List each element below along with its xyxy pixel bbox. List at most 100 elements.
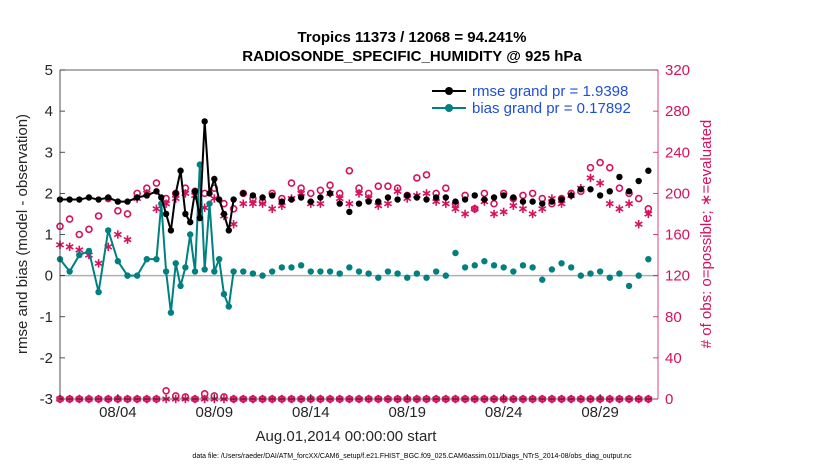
bias-point [471,262,478,269]
rmse-point [114,198,122,205]
bias-point [249,270,257,277]
obs-possible-point [644,204,653,213]
rmse-point [158,194,165,201]
bias-point [297,262,305,269]
rmse-point [95,196,102,203]
legend-rmse-marker [445,87,453,95]
bias-point [162,268,170,275]
obs-possible-point [200,390,209,398]
rmse-point [365,198,372,205]
obs-evaluated-point [65,242,74,252]
obs-evaluated-point [509,201,518,210]
bias-point [191,268,199,275]
obs-possible-point [374,182,383,190]
obs-possible-point [413,174,421,182]
bias-point [336,270,343,277]
obs-possible-point [297,184,305,193]
obs-possible-point [634,194,643,203]
bias-point [423,274,430,281]
rmse-point [625,188,633,195]
rmse-point [259,194,266,201]
bias-point [307,268,314,275]
rmse-point [461,196,469,203]
rmse-point [225,227,232,234]
rmse-point [278,198,286,205]
rmse-point [346,208,353,216]
y-ticks-left: -3 -2 -1 0 1 2 3 4 5 [40,62,65,408]
obs-evaluated-point [528,209,537,219]
bias-point [230,268,237,275]
y-tick-label-left: 3 [45,144,53,161]
rmse-point [317,194,324,201]
obs-possible-point [306,189,315,198]
bias-point [606,274,613,281]
obs-evaluated-point [441,199,450,208]
x-tick-label: 08/14 [292,404,330,421]
bias-point [153,255,160,263]
bias-point [481,258,488,265]
y-tick-label-left: -1 [40,309,53,326]
y-tick-label-right: 40 [665,350,682,367]
bias-point [220,290,228,298]
obs-possible-point [355,184,363,193]
obs-possible-point [596,158,604,167]
rmse-point [66,196,73,203]
y-tick-label-left: 0 [45,268,53,285]
x-tick-label: 08/19 [388,404,426,421]
obs-possible-point [384,182,392,190]
obs-evaluated-point [489,209,499,219]
obs-evaluated-point [268,204,277,213]
obs-evaluated-point [461,209,470,219]
bias-point [384,268,392,275]
y-tick-label-left: 5 [45,62,53,79]
bias-point [95,288,102,296]
obs-evaluated-point [316,199,325,208]
bias-point [201,266,208,273]
rmse-point [413,194,421,201]
chart-title-line2: RADIOSONDE_SPECIFIC_HUMIDITY @ 925 hPa [242,48,582,65]
rmse-point [172,190,179,197]
bias-point [317,268,324,275]
rmse-point [85,194,93,201]
y-axis-label-right: # of obs: o=possible; ∗=evaluated [698,120,715,349]
rmse-point [539,200,546,207]
bias-point [177,282,184,290]
bias-point [105,227,112,234]
rmse-point [471,192,478,199]
bias-point [452,249,459,257]
obs-possible-point [123,210,132,218]
rmse-point [297,194,305,201]
obs-possible-point [422,171,431,179]
rmse-point [211,175,218,183]
y-tick-label-right: 160 [665,227,690,244]
y-tick-label-left: -2 [40,350,53,367]
rmse-point [182,210,189,218]
legend-bias-marker [445,104,453,112]
obs-evaluated-point [634,220,643,229]
rmse-point [442,194,450,201]
bias-point [355,268,363,275]
rmse-point [606,188,613,195]
y-axis-label-left: rmse and bias (model - observation) [14,114,31,354]
rmse-point [529,198,536,205]
obs-possible-point [162,386,170,395]
rmse-point [191,188,199,195]
obs-evaluated-point [422,189,431,198]
bias-point [211,268,218,275]
rmse-point [375,198,382,205]
rmse-point [645,167,652,174]
plot-background [60,70,658,399]
rmse-point [355,200,363,207]
obs-evaluated-point [94,259,103,268]
bias-point [432,268,440,275]
x-ticks: 08/04 08/09 08/14 08/19 08/24 08/29 [99,394,619,421]
y-tick-label-right: 0 [665,391,673,408]
rmse-point [201,118,208,125]
rmse-point [167,227,175,234]
legend: rmse grand pr = 1.9398 bias grand pr = 0… [432,83,631,117]
obs-evaluated-point [152,204,161,213]
rmse-point [587,186,594,193]
bias-point [567,264,575,271]
y-tick-label-right: 240 [665,144,690,161]
bias-point [490,262,498,269]
